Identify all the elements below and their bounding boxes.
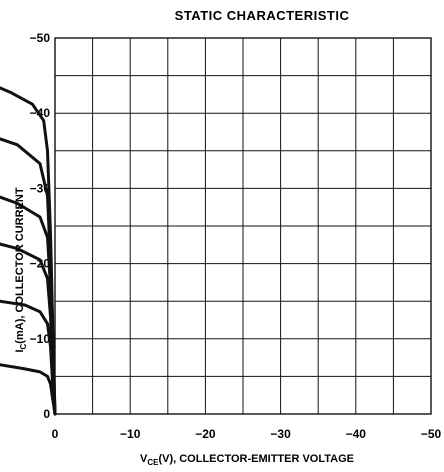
curve-line-1	[0, 363, 57, 416]
y-tick-label: 0	[43, 407, 50, 421]
y-tick-label: −50	[30, 31, 51, 45]
grid	[55, 38, 431, 414]
curves	[0, 86, 57, 416]
chart-title: STATIC CHARACTERISTIC	[175, 8, 350, 23]
x-axis-ticks: 0 −10 −20 −30 −40 −50	[52, 427, 442, 441]
x-tick-label: −10	[120, 427, 141, 441]
curve-line-6	[0, 86, 57, 416]
x-axis-label: VCE(V), COLLECTOR-EMITTER VOLTAGE	[140, 453, 354, 467]
y-axis-label: IC(mA), COLLECTOR CURRENT	[14, 187, 28, 352]
x-tick-label: 0	[52, 427, 59, 441]
y-axis-ticks: 0−10−20−30−40−50	[30, 31, 51, 421]
plot-frame	[54, 37, 432, 415]
x-tick-label: −50	[421, 427, 442, 441]
x-tick-label: −20	[195, 427, 216, 441]
y-tick-label: −10	[30, 332, 51, 346]
x-tick-label: −40	[346, 427, 367, 441]
x-tick-label: −30	[270, 427, 291, 441]
